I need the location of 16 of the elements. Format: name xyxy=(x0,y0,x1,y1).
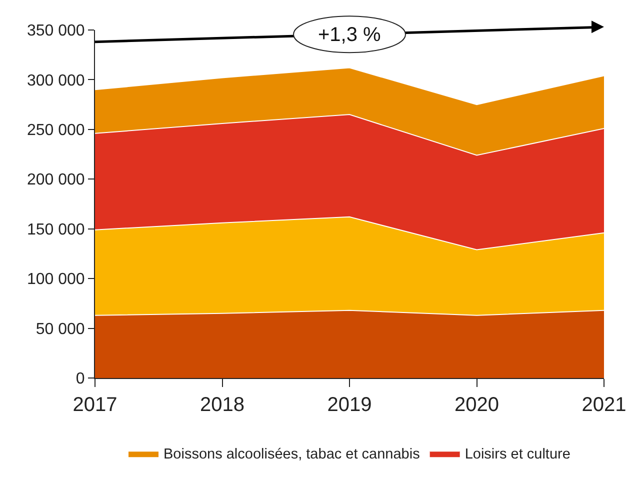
x-tick-label: 2020 xyxy=(454,394,499,416)
x-tick-label: 2018 xyxy=(200,394,244,416)
y-tick-label: 350 000 xyxy=(26,22,85,40)
x-tick-label: 2021 xyxy=(582,394,626,416)
y-tick-label: 300 000 xyxy=(26,72,85,90)
y-tick-label: 150 000 xyxy=(26,221,85,238)
y-tick-label: 100 000 xyxy=(26,271,85,288)
y-tick-label: 50 000 xyxy=(36,320,85,338)
legend-label: Loisirs et culture xyxy=(464,446,570,463)
x-tick-label: 2019 xyxy=(327,394,372,416)
y-tick-label: 200 000 xyxy=(26,172,85,189)
y-tick-label: 250 000 xyxy=(26,122,85,140)
annotation: +1,3 % xyxy=(318,24,382,46)
x-tick-label: 2017 xyxy=(72,394,118,416)
legend-label: Boissons alcoolisées, tabac et cannabis xyxy=(164,446,420,463)
y-tick-label: 0 xyxy=(76,370,85,388)
